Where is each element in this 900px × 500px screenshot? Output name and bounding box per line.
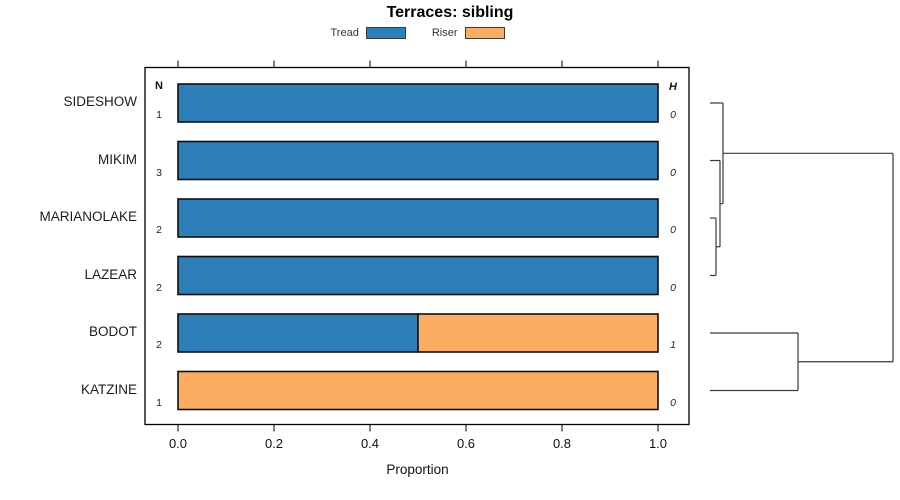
n-value: 3: [156, 166, 162, 179]
bar-segment-tread: [177, 313, 419, 353]
x-tick-label: 0.4: [360, 436, 380, 451]
y-axis-label: LAZEAR: [84, 266, 137, 282]
legend-swatch-tread-icon: [365, 26, 406, 39]
bar-segment-riser: [417, 313, 659, 353]
h-value: 0: [670, 109, 676, 121]
x-tick-label: 0.8: [552, 436, 572, 451]
h-value: 1: [670, 339, 676, 351]
legend-swatch-riser-icon: [464, 26, 505, 39]
n-value: 2: [156, 224, 162, 236]
y-axis-label: MARIANOLAKE: [39, 209, 137, 224]
chart-title: Terraces: sibling: [386, 4, 514, 21]
h-column-header: H: [669, 81, 677, 93]
x-tick-label: 1.0: [648, 436, 668, 451]
bar-segment-tread: [177, 198, 659, 238]
x-tick-label: 0.0: [168, 436, 188, 451]
bar-segment-tread: [177, 140, 659, 181]
n-value: 1: [156, 109, 162, 121]
n-value: 1: [156, 396, 162, 409]
x-tick-label: 0.6: [456, 436, 476, 451]
legend-label-riser: Riser: [431, 26, 458, 39]
legend-item-riser: Riser: [431, 26, 505, 39]
bar-segment-tread: [177, 83, 659, 123]
h-value: 0: [670, 281, 676, 294]
x-axis-title: Proportion: [386, 462, 449, 477]
x-tick-label: 0.2: [264, 436, 284, 451]
legend: Tread Riser: [145, 24, 690, 41]
h-value: 0: [670, 166, 676, 179]
y-axis-label: MIKIM: [98, 151, 137, 167]
y-axis-label: SIDESHOW: [63, 94, 137, 109]
bar-segment-riser: [177, 370, 659, 411]
h-value: 0: [670, 396, 676, 409]
h-value: 0: [670, 224, 676, 236]
legend-label-tread: Tread: [330, 26, 359, 39]
n-value: 2: [156, 281, 162, 294]
n-column-header: N: [155, 80, 163, 92]
y-axis-label: BODOT: [88, 324, 137, 339]
plot-box: [144, 66, 690, 426]
y-axis-label: KATZINE: [80, 381, 137, 397]
bar-segment-tread: [177, 255, 659, 296]
n-value: 2: [156, 339, 162, 351]
legend-item-tread: Tread: [330, 26, 406, 39]
